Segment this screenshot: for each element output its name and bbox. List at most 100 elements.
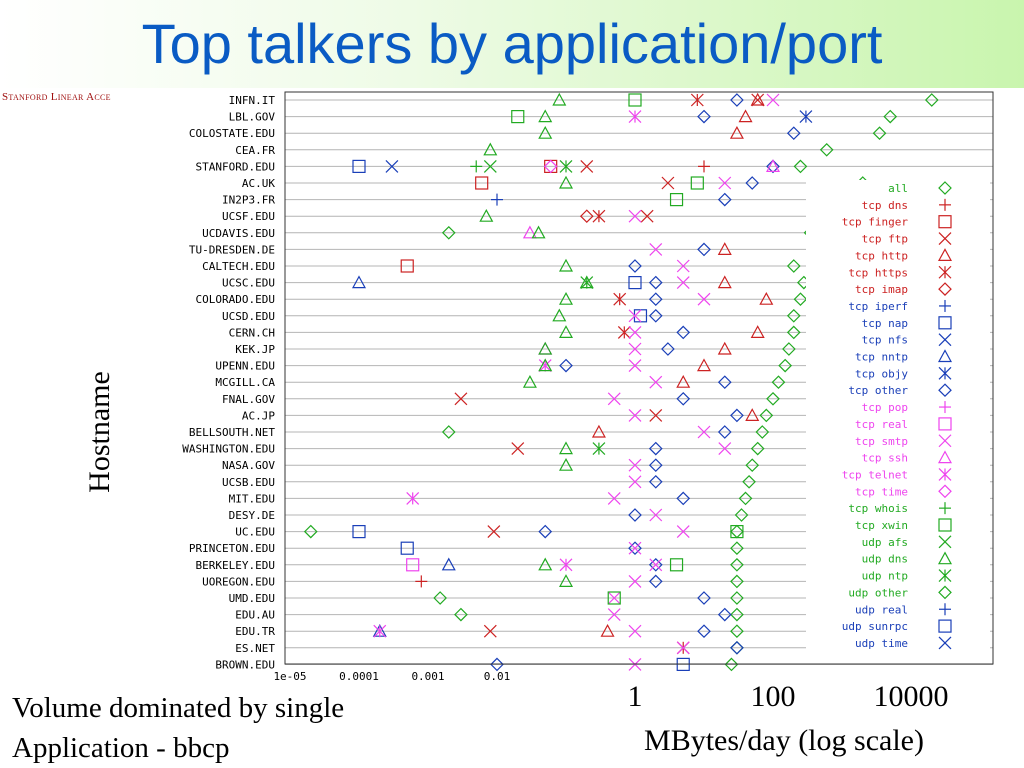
- data-point: [718, 176, 732, 190]
- legend-marker: [938, 265, 952, 279]
- data-point: [454, 607, 468, 622]
- data-point: [759, 291, 774, 305]
- data-point: [676, 374, 691, 388]
- host-label: UCSB.EDU: [222, 476, 275, 489]
- legend-marker: [939, 502, 951, 515]
- data-markers: [303, 92, 939, 672]
- data-point: [786, 325, 801, 340]
- data-point: [628, 541, 642, 556]
- data-point: [724, 657, 739, 672]
- data-point: [697, 591, 711, 605]
- annotation-note: Volume dominated by single Application -…: [12, 688, 482, 768]
- legend-marker: [939, 401, 951, 414]
- data-point: [648, 441, 663, 456]
- legend-label: tcp objy: [855, 367, 908, 380]
- data-point: [697, 109, 711, 124]
- host-label: FNAL.GOV: [222, 393, 275, 406]
- legend-label: udp afs: [862, 536, 908, 549]
- data-point: [538, 341, 553, 355]
- data-point: [819, 142, 834, 157]
- data-point: [538, 109, 553, 123]
- data-point: [649, 375, 663, 389]
- data-point: [661, 176, 675, 190]
- data-point: [607, 591, 621, 605]
- data-point: [786, 126, 801, 141]
- data-point: [628, 259, 642, 273]
- data-point: [522, 374, 537, 388]
- annotation-line-1: Volume dominated by single: [12, 692, 345, 724]
- data-point: [872, 126, 887, 141]
- legend-marker: [937, 450, 953, 464]
- host-label: BERKELEY.EDU: [196, 559, 275, 572]
- data-point: [490, 657, 504, 672]
- data-point: [750, 92, 765, 106]
- data-point: [415, 575, 428, 588]
- legend-label: tcp telnet: [842, 468, 908, 481]
- data-point: [628, 110, 642, 124]
- host-label: AC.UK: [242, 177, 275, 190]
- legend-marker: [939, 603, 951, 616]
- data-point: [628, 209, 642, 223]
- data-point: [676, 276, 690, 290]
- data-point: [690, 176, 704, 190]
- data-point: [698, 160, 710, 173]
- data-point: [742, 474, 756, 489]
- data-point: [352, 159, 366, 173]
- x-tick-label: 0.0001: [339, 670, 379, 683]
- data-point: [352, 524, 366, 539]
- data-point: [717, 375, 732, 390]
- data-point: [648, 557, 663, 572]
- data-point: [543, 159, 558, 174]
- data-point: [649, 558, 663, 572]
- data-point: [759, 408, 774, 423]
- data-point: [552, 92, 567, 106]
- data-point: [483, 159, 497, 173]
- legend-marker: [939, 198, 951, 211]
- data-point: [648, 275, 663, 290]
- data-point: [649, 508, 663, 522]
- host-label: CERN.CH: [229, 326, 275, 339]
- data-point: [648, 292, 663, 307]
- host-label: LBL.GOV: [229, 111, 276, 124]
- data-point: [690, 93, 704, 107]
- legend-marker: [938, 333, 952, 347]
- data-point: [734, 508, 749, 522]
- host-label: UPENN.EDU: [215, 360, 275, 373]
- legend-marker: [938, 232, 952, 245]
- data-point: [628, 541, 642, 555]
- host-label: CALTECH.EDU: [202, 260, 275, 273]
- host-label: AC.JP: [242, 409, 275, 422]
- data-point: [487, 525, 501, 539]
- data-point: [607, 608, 621, 622]
- host-label: NASA.GOV: [222, 459, 275, 472]
- data-point: [661, 342, 675, 356]
- legend-marker: [937, 551, 953, 565]
- data-point: [697, 624, 711, 639]
- data-point: [592, 209, 606, 223]
- data-point: [607, 392, 621, 406]
- data-point: [628, 574, 642, 588]
- data-point: [538, 358, 553, 372]
- data-point: [558, 175, 574, 189]
- data-point: [538, 359, 552, 373]
- data-point: [669, 558, 684, 572]
- data-point: [793, 292, 808, 307]
- legend-label: tcp http: [855, 249, 908, 262]
- x-tick-label: 0.001: [411, 670, 444, 683]
- data-point: [697, 292, 711, 306]
- data-point: [649, 242, 663, 256]
- legend-marker: [938, 484, 952, 499]
- host-label: TU-DRESDEN.DE: [189, 243, 275, 256]
- data-point: [730, 93, 744, 107]
- data-point: [717, 192, 732, 207]
- x-tick-large-1: 1: [627, 680, 643, 713]
- data-point: [766, 93, 780, 107]
- legend-marker: [938, 417, 952, 431]
- data-point: [786, 259, 801, 273]
- data-point: [628, 342, 642, 356]
- data-point: [717, 341, 732, 355]
- x-tick-labels: 1e-05 0.0001 0.001 0.01: [273, 670, 510, 683]
- host-label: UC.EDU: [235, 526, 275, 539]
- data-point: [531, 225, 546, 239]
- data-point: [669, 193, 684, 207]
